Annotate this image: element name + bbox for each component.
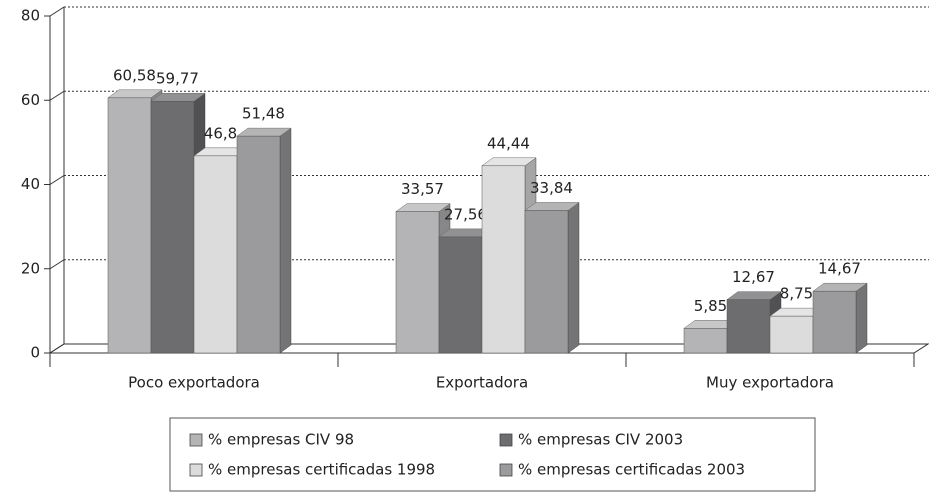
value-label: 5,85 bbox=[694, 297, 727, 315]
legend-box bbox=[169, 417, 816, 492]
legend-swatch bbox=[499, 433, 513, 447]
bar bbox=[438, 236, 483, 354]
bar bbox=[683, 328, 728, 354]
legend-label: % empresas CIV 2003 bbox=[518, 431, 683, 449]
side-grid bbox=[49, 175, 65, 185]
bar-top-light bbox=[482, 157, 536, 166]
x-tick-label: Poco exportadora bbox=[128, 374, 260, 392]
bar-top-light bbox=[439, 228, 493, 237]
side-grid bbox=[49, 259, 65, 270]
y-tick-label: 40 bbox=[21, 175, 40, 193]
value-label: 14,67 bbox=[818, 260, 861, 278]
bar bbox=[236, 135, 281, 354]
bar bbox=[726, 299, 771, 354]
x-tick-label: Exportadora bbox=[436, 374, 528, 392]
side-grid bbox=[49, 6, 65, 17]
bar-side-shade bbox=[280, 128, 291, 353]
legend-label: % empresas CIV 98 bbox=[208, 431, 354, 449]
bar-top-light bbox=[194, 147, 248, 156]
value-label: 46,8 bbox=[204, 124, 237, 142]
bar-top-light bbox=[237, 128, 291, 137]
bar bbox=[524, 210, 569, 354]
value-label: 51,48 bbox=[242, 105, 285, 123]
side-grid bbox=[49, 343, 65, 354]
value-label: 60,58 bbox=[113, 66, 156, 84]
bar bbox=[481, 165, 526, 354]
bar-top-light bbox=[396, 203, 450, 212]
bar-side-shade bbox=[856, 283, 867, 353]
value-label: 33,57 bbox=[401, 180, 444, 198]
value-label: 27,56 bbox=[444, 205, 487, 223]
bar-top-light bbox=[684, 320, 738, 329]
value-label: 12,67 bbox=[732, 268, 775, 286]
bar-top-light bbox=[108, 89, 162, 98]
value-label: 8,75 bbox=[780, 285, 813, 303]
bar bbox=[150, 100, 195, 354]
value-label: 59,77 bbox=[156, 70, 199, 88]
bar-side-shade bbox=[568, 202, 579, 353]
bar-top-light bbox=[770, 308, 824, 317]
bar bbox=[812, 290, 857, 354]
bar bbox=[395, 211, 440, 354]
legend-label: % empresas certificadas 2003 bbox=[518, 461, 745, 479]
bar-top-light bbox=[151, 93, 205, 102]
y-tick-label: 60 bbox=[21, 91, 40, 109]
y-tick-label: 80 bbox=[21, 7, 40, 25]
legend-swatch bbox=[499, 463, 513, 477]
bar-top-light bbox=[727, 291, 781, 300]
legend-label: % empresas certificadas 1998 bbox=[208, 461, 435, 479]
legend-swatch bbox=[189, 433, 203, 447]
bar bbox=[193, 155, 238, 354]
bar-top-light bbox=[813, 283, 867, 292]
legend-swatch bbox=[189, 463, 203, 477]
y-tick-label: 20 bbox=[21, 259, 40, 277]
value-label: 33,84 bbox=[530, 179, 573, 197]
bar-top-light bbox=[525, 202, 579, 211]
y-tick-label: 0 bbox=[30, 344, 40, 362]
x-tick-label: Muy exportadora bbox=[706, 374, 834, 392]
bar bbox=[107, 97, 152, 354]
side-grid bbox=[49, 90, 65, 101]
value-label: 44,44 bbox=[487, 134, 530, 152]
bar bbox=[769, 315, 814, 354]
